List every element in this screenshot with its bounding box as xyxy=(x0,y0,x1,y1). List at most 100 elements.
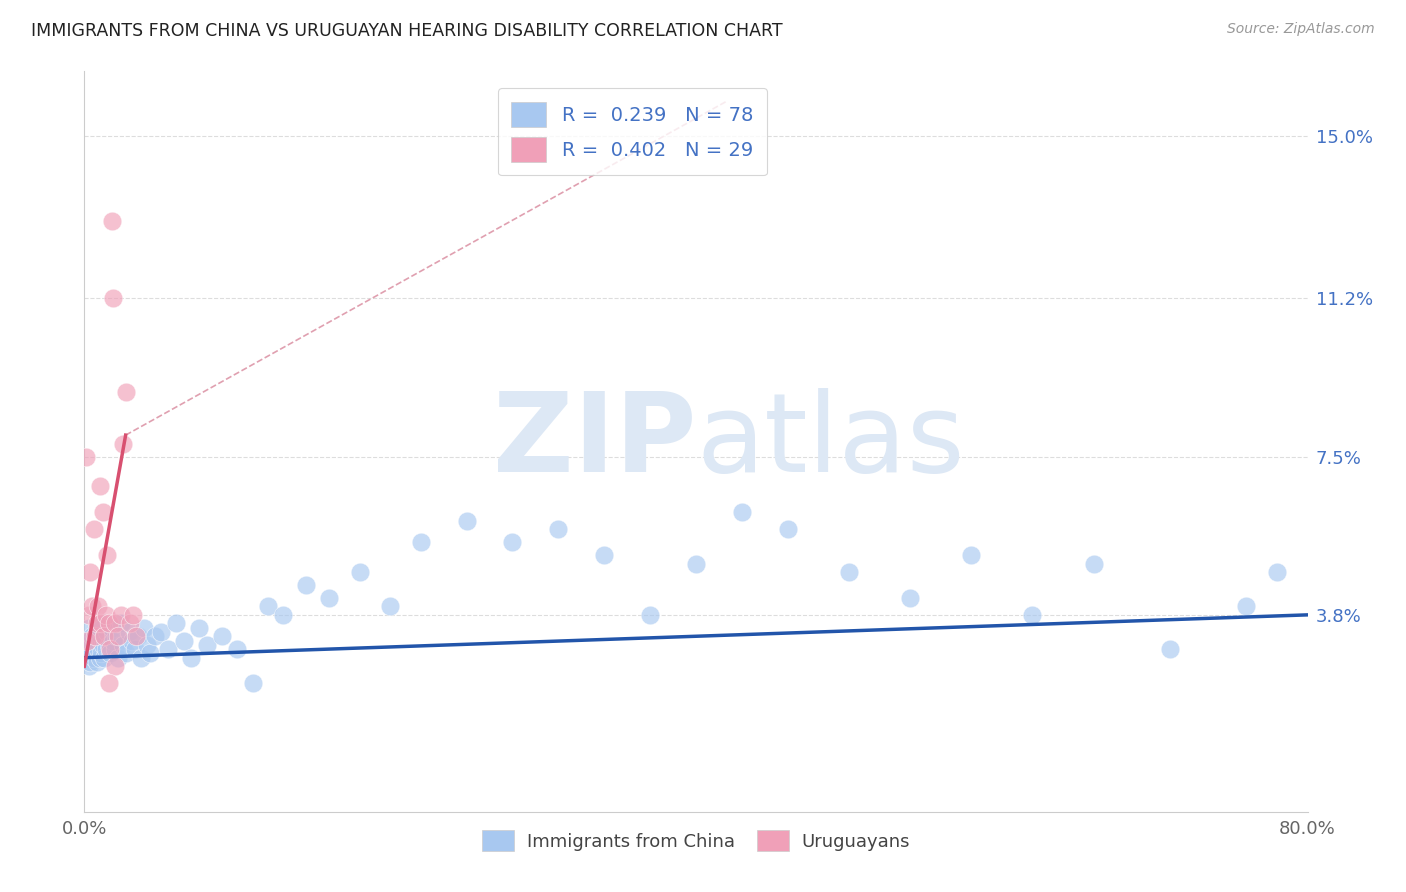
Point xyxy=(195,638,218,652)
Point xyxy=(91,638,114,652)
Point xyxy=(349,565,371,579)
Point xyxy=(173,633,195,648)
Text: atlas: atlas xyxy=(696,388,965,495)
Point xyxy=(96,624,118,639)
Point xyxy=(98,642,121,657)
Point xyxy=(409,535,432,549)
Point xyxy=(165,616,187,631)
Point xyxy=(93,629,115,643)
Point xyxy=(104,659,127,673)
Point xyxy=(105,629,128,643)
Point xyxy=(83,638,105,652)
Point xyxy=(75,642,97,657)
Point xyxy=(80,646,103,660)
Point xyxy=(898,591,921,605)
Text: ZIP: ZIP xyxy=(492,388,696,495)
Point xyxy=(271,607,294,622)
Point xyxy=(295,578,318,592)
Point xyxy=(94,607,117,622)
Point xyxy=(111,638,134,652)
Text: IMMIGRANTS FROM CHINA VS URUGUAYAN HEARING DISABILITY CORRELATION CHART: IMMIGRANTS FROM CHINA VS URUGUAYAN HEARI… xyxy=(31,22,783,40)
Point xyxy=(94,642,117,657)
Point xyxy=(98,646,121,660)
Point xyxy=(257,599,280,614)
Point xyxy=(143,629,166,643)
Point xyxy=(86,655,108,669)
Point xyxy=(84,633,107,648)
Point xyxy=(77,621,100,635)
Point xyxy=(242,676,264,690)
Point xyxy=(97,676,120,690)
Point xyxy=(149,624,172,639)
Point xyxy=(101,621,124,635)
Point xyxy=(502,535,524,549)
Point xyxy=(90,633,112,648)
Point xyxy=(136,638,159,652)
Point xyxy=(93,629,115,643)
Point xyxy=(84,642,107,657)
Point xyxy=(188,621,211,635)
Point xyxy=(380,599,402,614)
Point xyxy=(1021,607,1043,622)
Point xyxy=(127,629,149,643)
Point xyxy=(101,214,124,228)
Point xyxy=(91,616,114,631)
Point xyxy=(91,505,114,519)
Point xyxy=(114,385,136,400)
Point xyxy=(129,650,152,665)
Point xyxy=(1236,599,1258,614)
Point xyxy=(87,629,110,643)
Point xyxy=(124,642,146,657)
Point xyxy=(75,450,97,464)
Point xyxy=(90,646,112,660)
Point xyxy=(93,650,115,665)
Point xyxy=(121,633,143,648)
Point xyxy=(79,565,101,579)
Point xyxy=(96,548,118,562)
Point xyxy=(80,629,103,643)
Point xyxy=(107,650,129,665)
Point xyxy=(139,646,162,660)
Point xyxy=(104,642,127,657)
Point xyxy=(593,548,616,562)
Legend: Immigrants from China, Uruguayans: Immigrants from China, Uruguayans xyxy=(475,823,917,858)
Point xyxy=(77,659,100,673)
Point xyxy=(83,522,105,536)
Point xyxy=(456,514,478,528)
Point xyxy=(89,479,111,493)
Point xyxy=(77,607,100,622)
Point xyxy=(318,591,340,605)
Point xyxy=(731,505,754,519)
Point xyxy=(87,599,110,614)
Point xyxy=(80,599,103,614)
Point xyxy=(86,616,108,631)
Point xyxy=(838,565,860,579)
Point xyxy=(87,642,110,657)
Text: Source: ZipAtlas.com: Source: ZipAtlas.com xyxy=(1227,22,1375,37)
Point xyxy=(547,522,569,536)
Point xyxy=(89,621,111,635)
Point xyxy=(86,621,108,635)
Point xyxy=(157,642,180,657)
Point xyxy=(79,655,101,669)
Point xyxy=(103,291,125,305)
Point xyxy=(638,607,661,622)
Point xyxy=(76,633,98,648)
Point xyxy=(79,633,101,648)
Point xyxy=(1159,642,1181,657)
Point xyxy=(1265,565,1288,579)
Point xyxy=(1083,557,1105,571)
Point xyxy=(97,616,120,631)
Point xyxy=(118,624,141,639)
Point xyxy=(84,629,107,643)
Point xyxy=(107,629,129,643)
Point xyxy=(110,616,132,631)
Point xyxy=(226,642,249,657)
Point xyxy=(76,650,98,665)
Point xyxy=(103,633,125,648)
Point xyxy=(776,522,799,536)
Point xyxy=(110,607,132,622)
Point xyxy=(122,607,145,622)
Point xyxy=(83,650,105,665)
Point xyxy=(111,436,134,450)
